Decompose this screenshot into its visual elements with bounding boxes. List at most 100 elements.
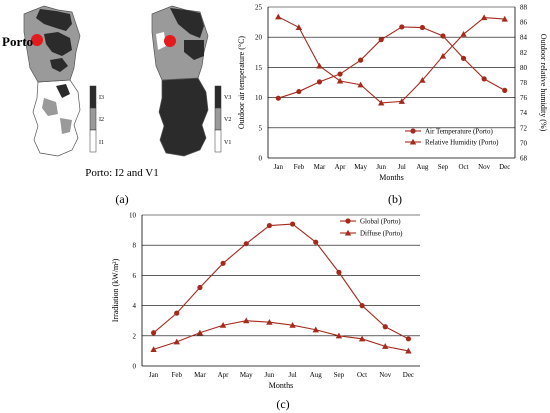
map-right-dark-2 xyxy=(184,40,204,60)
y-axis-title: Outdoor air temperature (°C) xyxy=(237,36,246,130)
map-right-dark-1 xyxy=(170,8,204,38)
data-point xyxy=(243,317,250,324)
x-tick-label: Sep xyxy=(438,163,449,171)
y-tick-label: 10 xyxy=(255,94,263,102)
data-point xyxy=(174,310,180,316)
x-tick-label: Jan xyxy=(274,163,284,171)
x-tick-label: May xyxy=(354,163,367,171)
data-point xyxy=(405,347,412,354)
map-right-mid-1 xyxy=(178,62,198,76)
x-tick-label: Mar xyxy=(194,371,206,379)
y-tick-label: 20 xyxy=(255,34,263,42)
y-tick-label: 25 xyxy=(255,4,263,12)
x-tick-label: May xyxy=(240,371,253,379)
data-point xyxy=(219,322,227,328)
legend-marker xyxy=(409,138,417,145)
scale-right: V3 V2 V1 xyxy=(214,85,231,153)
x-tick-label: Nov xyxy=(478,163,491,171)
data-point xyxy=(296,88,302,95)
map-left-dark-4 xyxy=(56,84,70,98)
x-tick-label: Nov xyxy=(379,371,392,379)
data-point xyxy=(336,269,342,275)
data-point xyxy=(266,319,273,325)
data-point xyxy=(196,329,204,336)
x-tick-label: Aug xyxy=(416,163,429,171)
data-point xyxy=(378,99,385,106)
y2-tick-label: 76 xyxy=(520,94,528,102)
legend-label: Air Temperature (Porto) xyxy=(425,128,493,136)
data-point xyxy=(220,260,226,266)
data-point xyxy=(150,346,157,352)
data-point xyxy=(399,24,405,30)
map-right xyxy=(151,5,209,157)
scale-right-label-1: V3 xyxy=(224,95,231,101)
data-point xyxy=(359,303,365,309)
x-tick-label: Jun xyxy=(376,163,386,171)
y2-tick-label: 74 xyxy=(520,109,528,117)
y2-tick-label: 82 xyxy=(520,49,528,57)
x-tick-label: Apr xyxy=(335,163,347,171)
y-tick-label: 5 xyxy=(259,124,263,132)
x-tick-label: Mar xyxy=(314,163,326,171)
legend-label: Relative Humidity (Porto) xyxy=(425,139,499,147)
data-point xyxy=(150,330,157,336)
data-point xyxy=(337,71,343,77)
y-tick-label: 15 xyxy=(255,64,263,72)
data-point xyxy=(382,324,388,330)
data-point xyxy=(502,87,508,93)
map-panel: Porto I3 I2 I1 V3 V2 V1 xyxy=(2,5,231,206)
data-point xyxy=(243,241,249,247)
data-point xyxy=(336,77,344,84)
data-point xyxy=(460,30,467,37)
y-tick-label: 4 xyxy=(133,302,137,310)
y2-tick-label: 72 xyxy=(520,124,528,132)
scale-right-label-2: V2 xyxy=(224,117,231,123)
y-tick-label: 2 xyxy=(133,332,137,340)
x-tick-label: Aug xyxy=(310,371,323,379)
data-point xyxy=(197,284,203,291)
x-tick-label: Jan xyxy=(149,371,159,379)
panel-label-c: (c) xyxy=(276,397,289,411)
data-point xyxy=(316,62,323,69)
scale-right-label-3: V1 xyxy=(224,140,231,146)
x-axis-title: Months xyxy=(269,381,293,390)
chart-temperature-humidity: 0 5 10 15 20 25 68 70 72 74 76 78 80 82 84 86 88 Jan Feb Ma… xyxy=(237,4,548,183)
y2-tick-label: 70 xyxy=(520,139,528,147)
data-point xyxy=(173,338,180,345)
data-point xyxy=(501,15,508,22)
map-left-south xyxy=(32,79,81,157)
data-point xyxy=(275,95,281,101)
data-point xyxy=(289,322,296,328)
y-tick-label: 8 xyxy=(133,242,137,250)
data-point xyxy=(480,14,488,21)
data-point xyxy=(440,33,446,39)
legend-marker xyxy=(344,229,352,236)
data-point xyxy=(357,81,364,88)
series-line-0 xyxy=(153,223,409,340)
map-left-mid-2 xyxy=(60,118,72,134)
data-point xyxy=(405,336,412,342)
data-point xyxy=(295,24,303,30)
data-point xyxy=(358,335,366,342)
data-point xyxy=(419,24,425,31)
panel-label-a: (a) xyxy=(115,192,128,206)
x-tick-label: Jul xyxy=(288,371,296,379)
porto-marker-right xyxy=(164,35,176,47)
data-point xyxy=(313,239,319,245)
x-tick-label: Dec xyxy=(403,371,414,379)
map-right-white-1 xyxy=(156,32,166,50)
x-tick-label: Jun xyxy=(265,371,275,379)
map-caption: Porto: I2 and V1 xyxy=(85,167,158,179)
data-point xyxy=(439,52,447,59)
x-tick-label: Feb xyxy=(294,163,305,171)
y2-axis-title: Outdoor relative humidity (%) xyxy=(539,34,548,132)
y2-tick-label: 80 xyxy=(520,64,528,72)
map-left-dark-2 xyxy=(44,32,72,56)
scale-left-label-3: I1 xyxy=(99,140,104,146)
map-left-dark-1 xyxy=(36,9,72,31)
panel-label-b: (b) xyxy=(388,192,402,206)
y2-tick-label: 78 xyxy=(520,79,528,87)
data-point xyxy=(275,13,282,20)
scale-left: I3 I2 I1 xyxy=(89,85,104,153)
